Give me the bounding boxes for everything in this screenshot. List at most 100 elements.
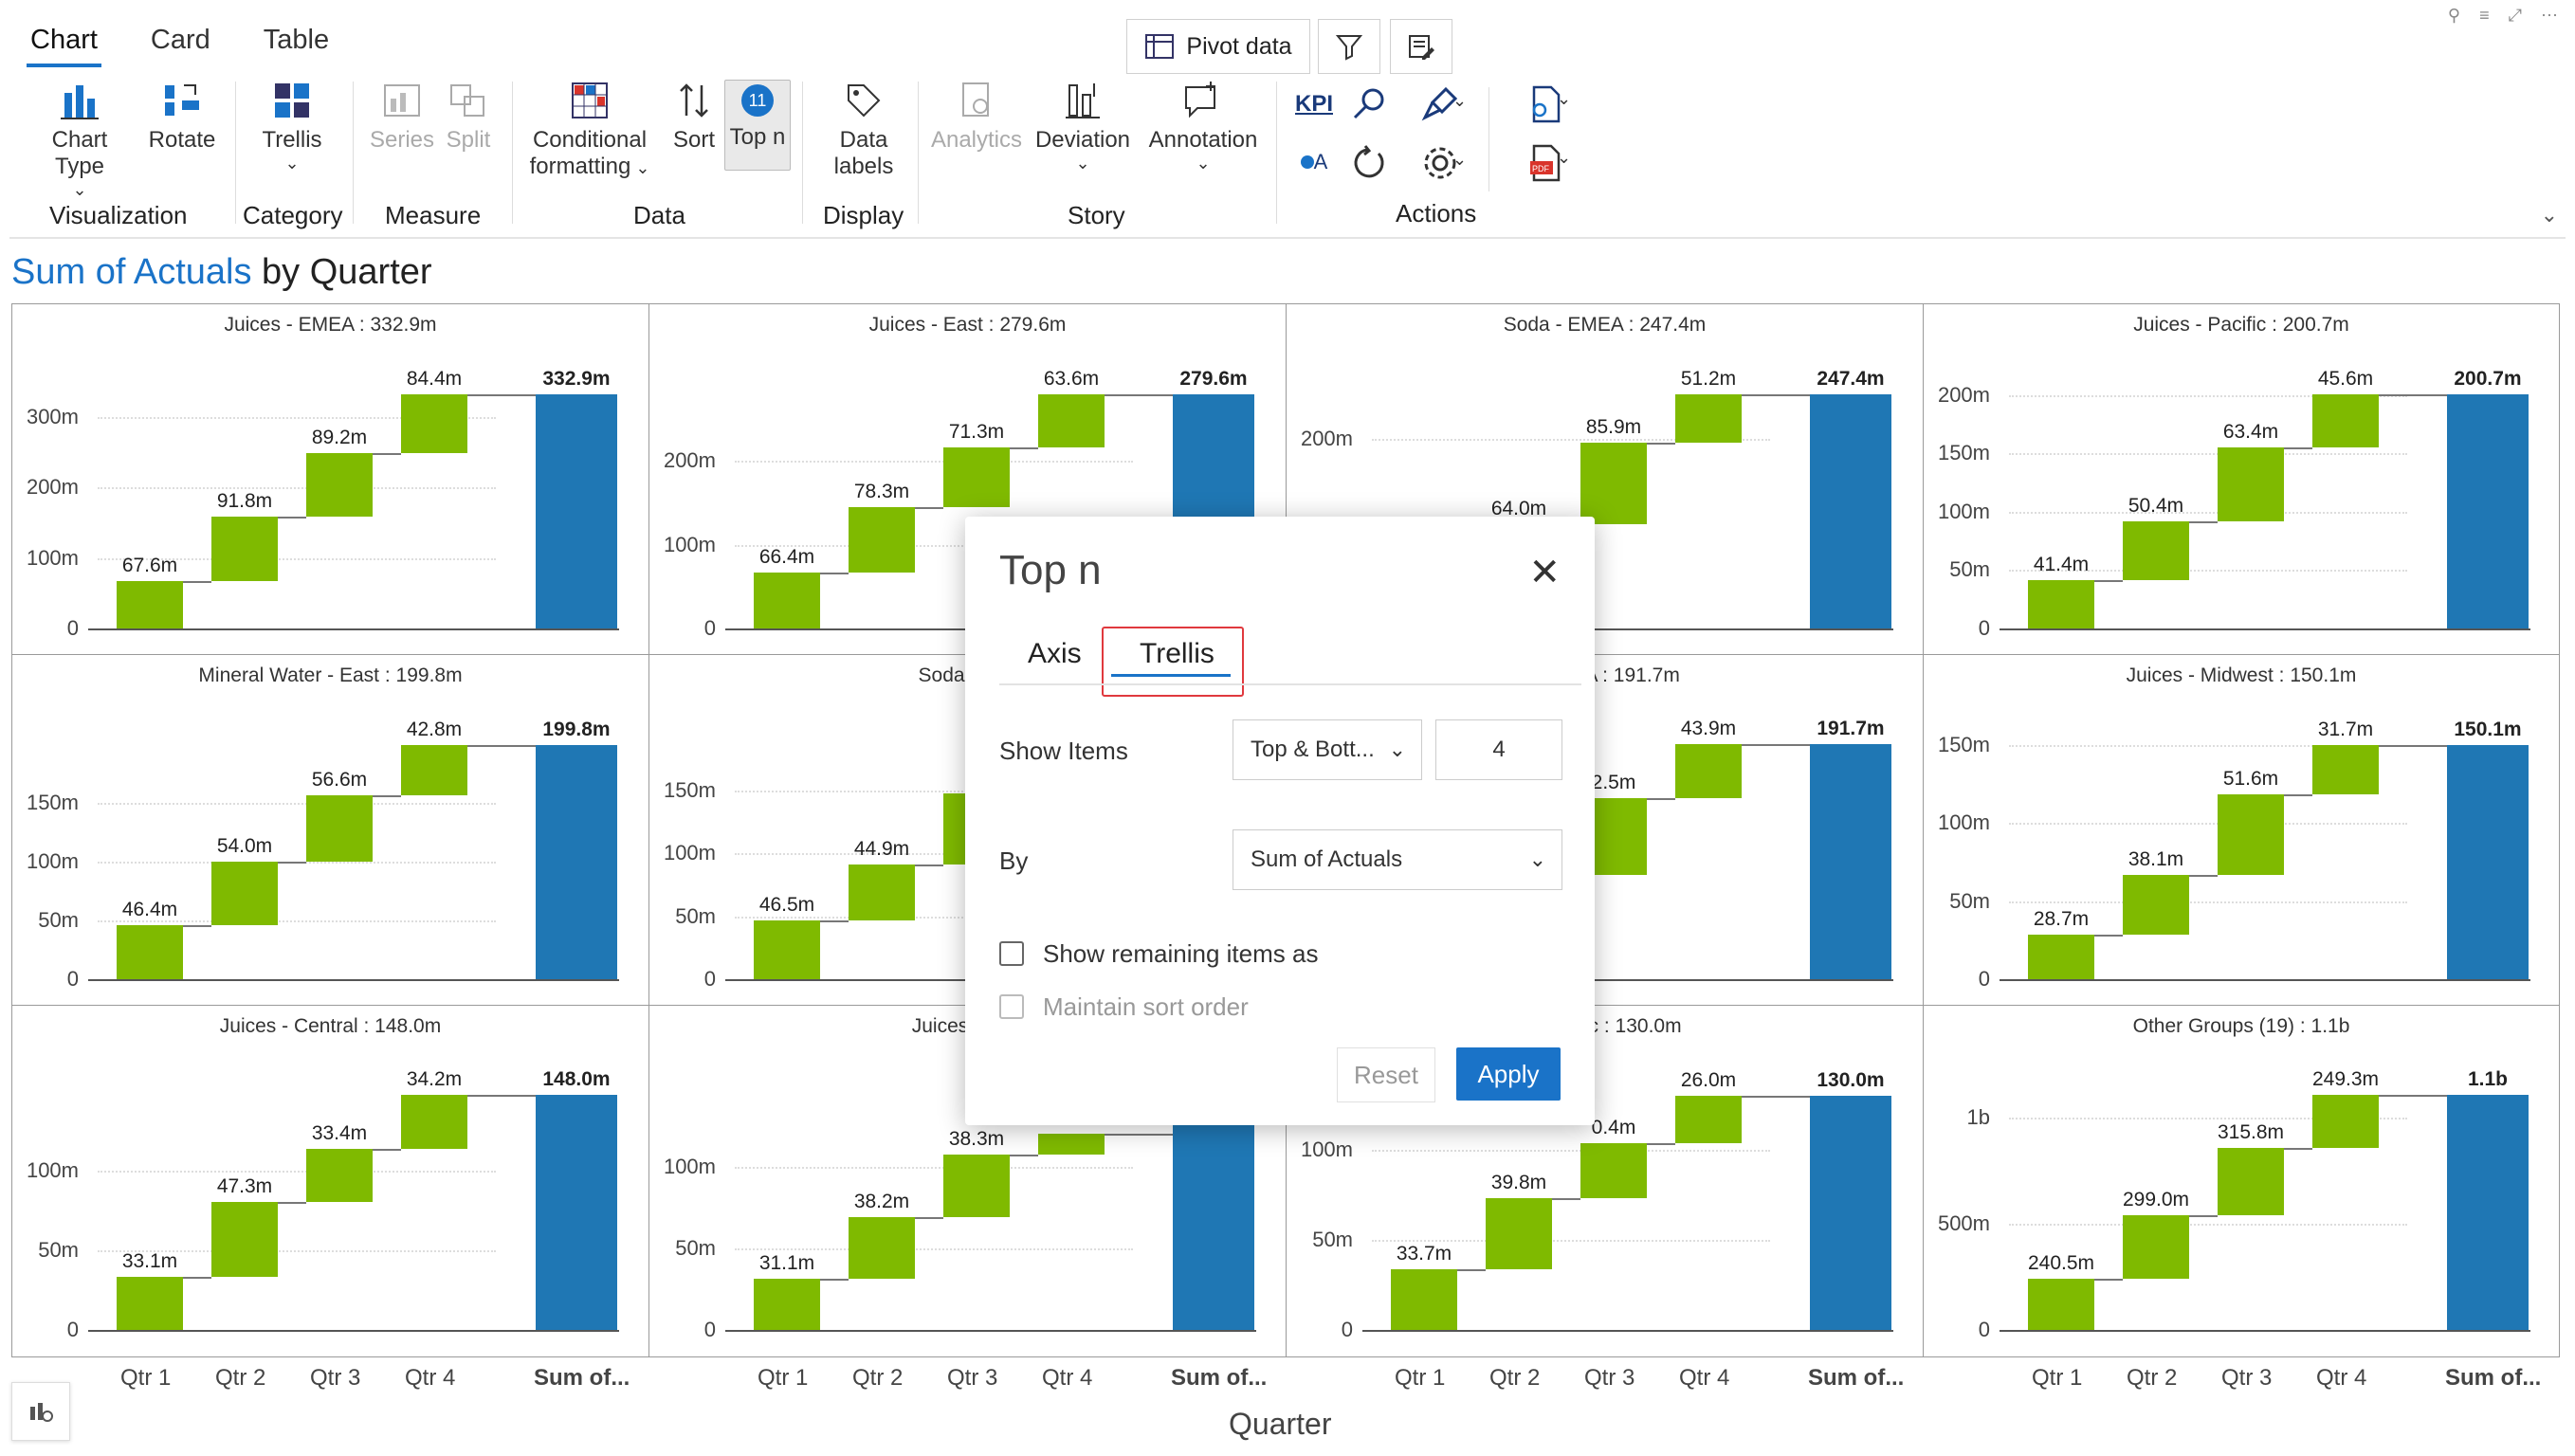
trellis-panel[interactable]: Juices - Central : 148.0m 100m 50m 0 33.1m 47… xyxy=(12,1006,649,1356)
by-select[interactable]: Sum of Actuals ⌄ xyxy=(1233,829,1562,890)
waterfall-bar[interactable] xyxy=(849,1216,915,1280)
waterfall-bar[interactable] xyxy=(754,573,820,628)
waterfall-bar[interactable] xyxy=(2218,1148,2284,1216)
count-input[interactable]: 4 xyxy=(1435,719,1562,780)
total-bar[interactable] xyxy=(1810,744,1891,979)
chart-title-measure[interactable]: Sum of Actuals xyxy=(11,252,252,292)
kpi-button[interactable]: KPI xyxy=(1294,91,1333,117)
waterfall-bar[interactable] xyxy=(1675,1096,1742,1143)
waterfall-bar[interactable] xyxy=(2123,875,2189,935)
waterfall-bar[interactable] xyxy=(1486,1197,1552,1270)
waterfall-bar[interactable] xyxy=(849,507,915,573)
waterfall-bar[interactable] xyxy=(401,393,467,454)
filter-button[interactable] xyxy=(1318,19,1380,74)
filter-small-icon[interactable]: ≡ xyxy=(2479,6,2490,25)
reset-view-button[interactable] xyxy=(1350,144,1388,189)
waterfall-bar[interactable] xyxy=(1038,393,1105,447)
total-bar[interactable] xyxy=(1173,1095,1254,1330)
waterfall-bar[interactable] xyxy=(117,924,183,979)
waterfall-bar[interactable] xyxy=(117,580,183,628)
waterfall-bar[interactable] xyxy=(1580,1142,1647,1198)
trellis-panel[interactable]: Juices - Midwest : 150.1m 150m 100m 50m 0 28.… xyxy=(1924,655,2559,1006)
top-n-button[interactable]: 11 Top n xyxy=(724,80,791,171)
trellis-panel[interactable]: Other Groups (19) : 1.1b 1b 500m 0 240.5m 299… xyxy=(1924,1006,2559,1356)
waterfall-bar[interactable] xyxy=(401,1094,467,1150)
edit-layout-button[interactable] xyxy=(1390,19,1452,74)
export-settings-button[interactable]: ⌄ xyxy=(1507,83,1583,132)
waterfall-bar[interactable] xyxy=(1391,1269,1457,1330)
trellis-button[interactable]: Trellis ⌄ xyxy=(254,80,330,173)
analytics-button[interactable]: Analytics xyxy=(929,80,1024,154)
deviation-button[interactable]: Deviation ⌄ xyxy=(1033,80,1132,173)
waterfall-bar[interactable] xyxy=(401,744,467,795)
waterfall-bar[interactable] xyxy=(1675,744,1742,798)
trellis-panel[interactable]: Soda - EMEA : 247.4m 200m 64.0m 85.9m 51.2m 2… xyxy=(1287,304,1924,655)
waterfall-bar[interactable] xyxy=(2123,1215,2189,1280)
data-view-button[interactable] xyxy=(11,1382,70,1441)
waterfall-bar[interactable] xyxy=(211,516,278,581)
waterfall-bar[interactable] xyxy=(1675,393,1742,443)
settings-button[interactable]: ⌄ xyxy=(1407,144,1473,189)
apply-button[interactable]: Apply xyxy=(1456,1047,1561,1101)
waterfall-bar[interactable] xyxy=(754,920,820,979)
legend-button[interactable]: A xyxy=(1293,150,1335,174)
tab-table[interactable]: Table xyxy=(263,25,330,55)
waterfall-bar[interactable] xyxy=(211,861,278,925)
waterfall-bar[interactable] xyxy=(117,1277,183,1330)
export-pdf-button[interactable]: PDF ⌄ xyxy=(1507,142,1583,191)
total-bar[interactable] xyxy=(1810,393,1891,628)
remaining-checkbox[interactable] xyxy=(999,941,1024,966)
waterfall-bar[interactable] xyxy=(943,446,1010,508)
total-bar[interactable] xyxy=(536,744,617,979)
waterfall-bar[interactable] xyxy=(849,864,915,921)
waterfall-bar[interactable] xyxy=(2028,579,2094,628)
total-bar[interactable] xyxy=(2447,393,2529,628)
maintain-sort-checkbox[interactable] xyxy=(999,994,1024,1019)
trellis-panel[interactable]: Mineral Water - East : 199.8m 150m 100m 50m… xyxy=(12,655,649,1006)
trellis-panel[interactable]: - Pacific : 130.0m 100m 50m 0 33.7m 39.8m 0.4m… xyxy=(1287,1006,1924,1356)
waterfall-bar[interactable] xyxy=(306,1149,373,1203)
waterfall-bar[interactable] xyxy=(2218,794,2284,876)
trellis-panel[interactable]: Juices - EMEA : 332.9m 300m 200m 100m 0 67.6m… xyxy=(12,304,649,655)
tab-chart[interactable]: Chart xyxy=(27,21,101,67)
sort-button[interactable]: Sort xyxy=(666,80,722,154)
waterfall-bar[interactable] xyxy=(943,1154,1010,1217)
conditional-formatting-button[interactable]: Conditional formatting ⌄ xyxy=(523,80,656,180)
show-items-select[interactable]: Top & Bott... ⌄ xyxy=(1233,719,1422,780)
annotation-button[interactable]: Annotation ⌄ xyxy=(1141,80,1265,173)
chart-type-button[interactable]: Chart Type ⌄ xyxy=(25,80,135,200)
waterfall-bar[interactable] xyxy=(2028,934,2094,979)
waterfall-bar[interactable] xyxy=(211,1202,278,1278)
waterfall-bar[interactable] xyxy=(2123,520,2189,580)
trellis-panel[interactable]: Juices - Pacific : 200.7m 200m 150m 100m 50m… xyxy=(1924,304,2559,655)
waterfall-bar[interactable] xyxy=(2218,446,2284,521)
tab-card[interactable]: Card xyxy=(150,25,210,55)
waterfall-bar[interactable] xyxy=(306,794,373,862)
tab-trellis[interactable]: Trellis xyxy=(1140,638,1214,669)
collapse-ribbon-icon[interactable]: ⌄ xyxy=(2540,203,2558,227)
focus-mode-icon[interactable]: ⤢ xyxy=(2508,6,2522,25)
more-options-icon[interactable]: ⋯ xyxy=(2541,6,2558,25)
pin-icon[interactable]: ⚲ xyxy=(2447,6,2461,25)
waterfall-bar[interactable] xyxy=(754,1279,820,1330)
waterfall-bar[interactable] xyxy=(1580,442,1647,524)
total-bar[interactable] xyxy=(536,1094,617,1330)
format-paint-button[interactable]: ⌄ xyxy=(1407,85,1473,130)
rotate-button[interactable]: Rotate xyxy=(144,80,220,154)
total-bar[interactable] xyxy=(536,393,617,628)
data-labels-button[interactable]: Data labels xyxy=(821,80,906,180)
split-button[interactable]: Split xyxy=(438,80,499,154)
search-button[interactable] xyxy=(1350,85,1388,130)
waterfall-bar[interactable] xyxy=(2028,1279,2094,1330)
tab-axis[interactable]: Axis xyxy=(1028,638,1082,669)
close-icon[interactable]: ✕ xyxy=(1528,552,1561,593)
series-button[interactable]: Series xyxy=(368,80,436,154)
waterfall-bar[interactable] xyxy=(2312,393,2379,447)
pivot-data-button[interactable]: Pivot data xyxy=(1126,19,1310,74)
reset-button[interactable]: Reset xyxy=(1337,1047,1435,1102)
waterfall-bar[interactable] xyxy=(306,453,373,517)
waterfall-bar[interactable] xyxy=(2312,745,2379,795)
waterfall-bar[interactable] xyxy=(1038,1134,1105,1155)
total-bar[interactable] xyxy=(2447,745,2529,979)
